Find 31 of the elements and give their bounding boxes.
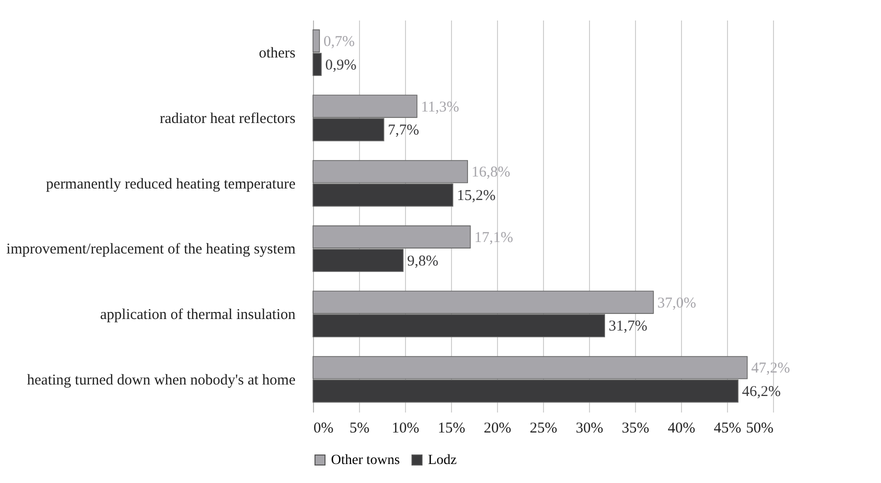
y-tick-label: heating turned down when nobody's at home <box>27 372 296 388</box>
data-label: 7,7% <box>388 122 420 139</box>
legend-label: Lodz <box>428 453 457 468</box>
data-label: 16,8% <box>472 164 510 181</box>
x-tick-label: 50% <box>746 420 774 436</box>
data-label: 17,1% <box>474 230 514 246</box>
y-tick-label: others <box>258 46 296 62</box>
x-tick-label: 40% <box>668 420 696 436</box>
x-tick-label: 20% <box>484 420 512 436</box>
data-label: 46,2% <box>742 384 781 400</box>
data-label: 31,7% <box>608 318 648 335</box>
data-label: 37,0% <box>657 295 696 312</box>
x-tick-label: 15% <box>438 420 466 436</box>
data-label: 11,3% <box>420 99 460 116</box>
x-tick-label: 10% <box>392 420 420 436</box>
x-tick-label: 35% <box>622 420 650 436</box>
y-tick-label: application of thermal insulation <box>100 307 296 323</box>
data-label: 15,2% <box>456 188 496 204</box>
x-tick-label: 45% <box>714 420 742 436</box>
legend-label: Other towns <box>331 453 400 468</box>
x-tick-label: 25% <box>530 420 558 436</box>
y-tick-label: radiator heat reflectors <box>160 111 296 127</box>
y-tick-label: improvement/replacement of the heating system <box>6 242 296 258</box>
x-tick-label: 30% <box>576 420 604 436</box>
x-tick-label: 0% <box>314 420 334 436</box>
x-tick-label: 5% <box>350 420 370 436</box>
data-label: 0,9% <box>325 57 357 74</box>
y-tick-label: permanently reduced heating temperature <box>46 176 296 192</box>
data-label: 0,7% <box>323 34 355 50</box>
data-label: 47,2% <box>751 360 790 377</box>
data-label: 9,8% <box>407 253 438 270</box>
